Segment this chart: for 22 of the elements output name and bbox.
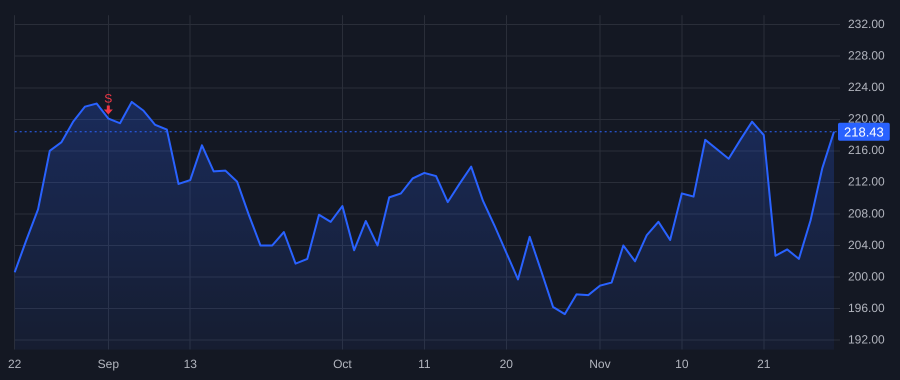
- x-tick-label: 21: [757, 357, 771, 372]
- x-tick-label: Oct: [333, 357, 352, 372]
- x-tick-label: Nov: [589, 357, 611, 372]
- x-tick-label: Sep: [98, 357, 120, 372]
- x-tick-label: 13: [184, 357, 198, 372]
- y-tick-label: 220.00: [848, 112, 886, 126]
- x-tick-label: 11: [418, 357, 431, 372]
- y-tick-label: 232.00: [848, 16, 886, 31]
- y-tick-label: 228.00: [848, 48, 886, 63]
- y-tick-label: 204.00: [848, 238, 886, 252]
- ref-line-label: 218.43: [844, 124, 884, 140]
- annotation: S: [104, 92, 112, 106]
- y-tick-label: 212.00: [848, 174, 886, 189]
- x-tick-label: 10: [675, 357, 689, 372]
- y-tick-label: 196.00: [848, 300, 886, 315]
- y-tick-label: 224.00: [848, 80, 886, 94]
- y-tick-label: 216.00: [848, 143, 886, 158]
- x-tick-label: 22: [8, 357, 22, 372]
- y-tick-label: 200.00: [848, 269, 886, 284]
- y-tick-label: 208.00: [848, 206, 886, 220]
- x-tick-label: 20: [500, 357, 514, 372]
- y-tick-label: 192.00: [848, 332, 886, 346]
